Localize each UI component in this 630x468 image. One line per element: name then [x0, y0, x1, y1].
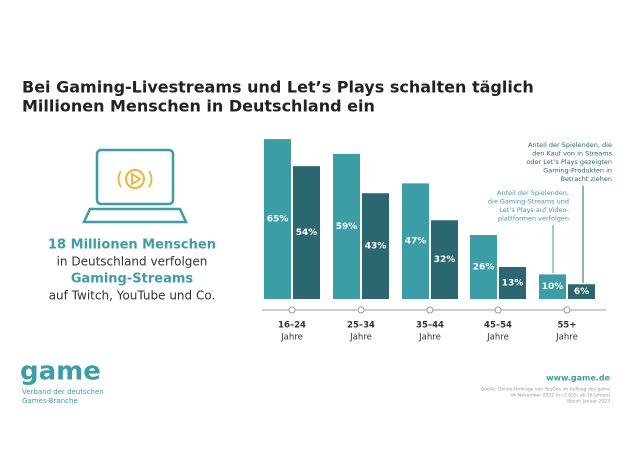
bar	[362, 193, 389, 299]
axis-dot	[357, 306, 365, 314]
value-label: 43%	[365, 242, 387, 252]
highlight-text: in Deutschland verfolgen	[57, 255, 208, 269]
value-label: 6%	[574, 287, 589, 297]
highlight-text: Gaming-Streams	[71, 272, 194, 287]
highlight-text: 18 Millionen Menschen	[48, 238, 216, 253]
legend-label: Gaming-Produkten in	[543, 167, 612, 175]
x-tick-label: 25–34	[347, 321, 375, 331]
bar	[539, 274, 566, 299]
logo: game	[20, 357, 101, 387]
bar	[470, 235, 497, 299]
bar	[431, 220, 458, 299]
chart-title: Millionen Menschen in Deutschland ein	[22, 97, 375, 116]
legend-label: die Gaming-Streams und	[488, 198, 569, 206]
source: Stand: Januar 2023	[567, 399, 610, 405]
value-label: 13%	[502, 279, 524, 289]
laptop-icon	[82, 148, 188, 224]
axis-dot	[288, 306, 296, 314]
legend-label: den Kauf von in Streams	[532, 150, 612, 158]
x-tick-label: Jahre	[486, 333, 509, 343]
source: Quelle: Online-Umfrage von YouGov im Auf…	[480, 387, 610, 393]
source: im November 2022 (n=2.035; ab 16 Jahren)	[511, 393, 611, 399]
value-label: 10%	[542, 282, 564, 292]
x-tick-label: Jahre	[555, 333, 578, 343]
value-label: 47%	[405, 237, 427, 247]
x-tick-label: 55+	[558, 321, 577, 331]
legend-label: Let’s Plays auf Video-	[499, 206, 569, 214]
bar	[499, 267, 526, 299]
value-label: 59%	[336, 222, 358, 232]
x-tick-label: Jahre	[418, 333, 441, 343]
legend-label: Anteil der Spielenden,	[497, 189, 569, 197]
x-tick-label: 16–24	[278, 321, 306, 331]
legend-label: plattformen verfolgen	[498, 215, 569, 223]
org-name: Verband der deutschen	[22, 388, 104, 396]
bar	[568, 284, 595, 299]
bar	[293, 166, 320, 299]
highlight-text: auf Twitch, YouTube und Co.	[49, 289, 216, 303]
x-tick-label: 45–54	[484, 321, 512, 331]
org-name: Games-Branche	[22, 397, 78, 405]
value-label: 26%	[473, 263, 495, 273]
legend-label: oder Let’s Plays gezeigten	[526, 158, 612, 166]
legend-label: Betracht ziehen	[561, 175, 612, 183]
chart-title: Bei Gaming-Livestreams und Let’s Plays s…	[22, 78, 534, 97]
x-tick-label: Jahre	[349, 333, 372, 343]
bar	[402, 183, 429, 299]
axis-dot	[494, 306, 502, 314]
x-tick-label: Jahre	[280, 333, 303, 343]
axis-dot	[563, 306, 571, 314]
bar	[264, 139, 291, 299]
value-label: 32%	[434, 255, 456, 265]
x-tick-label: 35–44	[416, 321, 444, 331]
bar	[333, 153, 360, 299]
legend-label: Anteil der Spielenden, die	[528, 141, 612, 149]
url: www.game.de	[546, 374, 610, 383]
axis-dot	[426, 306, 434, 314]
value-label: 65%	[267, 215, 289, 225]
value-label: 54%	[296, 228, 318, 238]
